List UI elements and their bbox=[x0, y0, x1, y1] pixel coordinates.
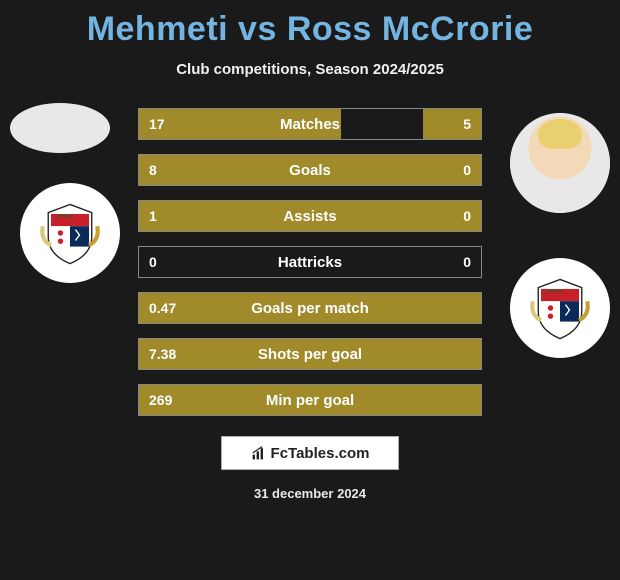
subtitle: Club competitions, Season 2024/2025 bbox=[0, 61, 620, 78]
club-crest-right bbox=[510, 258, 610, 358]
stat-value-left: 269 bbox=[149, 385, 172, 415]
stat-label: Matches bbox=[139, 109, 481, 139]
stat-value-left: 8 bbox=[149, 155, 157, 185]
stat-bar-row: Min per goal269 bbox=[138, 384, 482, 416]
stat-label: Shots per goal bbox=[139, 339, 481, 369]
chart-icon bbox=[251, 445, 267, 461]
stat-bar-row: Assists1 0 bbox=[138, 200, 482, 232]
stat-value-left: 1 bbox=[149, 201, 157, 231]
player-left-avatar bbox=[10, 103, 110, 153]
brand-badge: FcTables.com bbox=[221, 436, 399, 470]
brand-text: FcTables.com bbox=[271, 445, 370, 462]
crest-icon bbox=[526, 274, 594, 342]
stat-label: Goals bbox=[139, 155, 481, 185]
footer-date: 31 december 2024 bbox=[0, 486, 620, 501]
stat-value-right: 0 bbox=[463, 247, 471, 277]
stat-value-left: 0 bbox=[149, 247, 157, 277]
page-title: Mehmeti vs Ross McCrorie bbox=[0, 0, 620, 49]
stat-bar-row: Goals per match0.47 bbox=[138, 292, 482, 324]
stat-bar-row: Shots per goal7.38 bbox=[138, 338, 482, 370]
face-icon bbox=[510, 113, 610, 213]
stat-value-left: 0.47 bbox=[149, 293, 176, 323]
stat-value-right: 0 bbox=[463, 201, 471, 231]
stat-bar-row: Matches17 5 bbox=[138, 108, 482, 140]
stat-value-right: 5 bbox=[463, 109, 471, 139]
comparison-area: Matches175Goals80Assists10Hattricks00Goa… bbox=[0, 108, 620, 418]
stat-label: Goals per match bbox=[139, 293, 481, 323]
stat-bars: Matches175Goals80Assists10Hattricks00Goa… bbox=[138, 108, 482, 430]
stat-bar-row: Hattricks0 0 bbox=[138, 246, 482, 278]
club-crest-left bbox=[20, 183, 120, 283]
crest-icon bbox=[36, 199, 104, 267]
stat-value-left: 17 bbox=[149, 109, 165, 139]
player-right-avatar bbox=[510, 113, 610, 213]
stat-label: Assists bbox=[139, 201, 481, 231]
stat-label: Min per goal bbox=[139, 385, 481, 415]
stat-bar-row: Goals8 0 bbox=[138, 154, 482, 186]
stat-value-right: 0 bbox=[463, 155, 471, 185]
stat-label: Hattricks bbox=[139, 247, 481, 277]
stat-value-left: 7.38 bbox=[149, 339, 176, 369]
